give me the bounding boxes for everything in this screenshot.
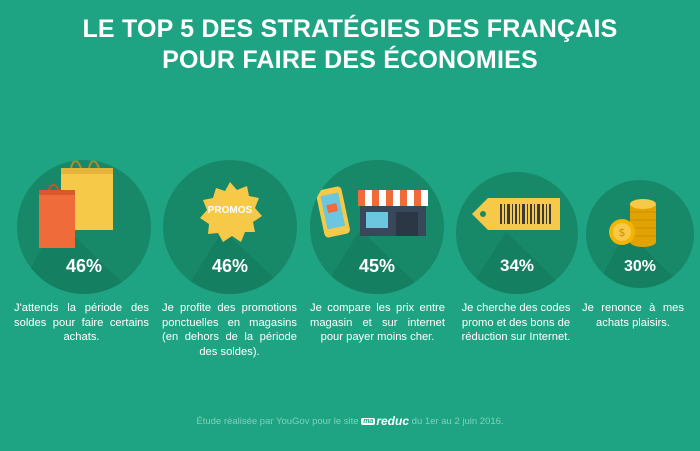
barcode-tag-icon [466, 198, 578, 294]
title-line-1: LE TOP 5 DES STRATÉGIES DES FRANÇAIS [82, 15, 618, 43]
percent-2: 46% [211, 256, 249, 276]
phone-and-store-icon [316, 186, 444, 294]
strategy-circle-2: PROMOS 46% [163, 160, 297, 294]
strategy-circle-5: $ 30% [586, 180, 694, 288]
strategy-text-3: Je compare les prix entre magasin et sur… [310, 302, 445, 343]
logo-reduc: reduc [376, 414, 410, 428]
strategy-circle-4: 34% [456, 172, 578, 294]
percent-5: 30% [623, 258, 657, 275]
shopping-bags-icon [17, 160, 151, 294]
percent-3: 45% [358, 256, 396, 276]
strategy-text-4: Je cherche des codes promo et des bons d… [461, 302, 571, 343]
footer-text-before: Étude réalisée par YouGov pour le site [196, 416, 359, 427]
strategy-text-5: Je renonce à mes achats plaisirs. [582, 302, 684, 329]
gold-coins-icon: $ [596, 199, 694, 288]
promo-badge-label: PROMOS [207, 205, 253, 216]
percent-4: 34% [499, 256, 535, 275]
footer-text-after: du 1er au 2 juin 2016. [411, 416, 504, 427]
strategy-text-2: Je profite des promotions ponctuelles en… [162, 302, 297, 358]
mareduc-logo: ma reduc [361, 414, 409, 428]
svg-text:$: $ [619, 226, 626, 239]
title-line-2: POUR FAIRE DES ÉCONOMIES [162, 46, 538, 74]
footer-source: Étude réalisée par YouGov pour le site m… [0, 414, 700, 428]
strategy-circle-3: 45% [310, 160, 444, 294]
page-title: LE TOP 5 DES STRATÉGIES DES FRANÇAIS POU… [0, 14, 700, 76]
percent-1: 46% [65, 256, 103, 276]
promo-badge-icon [183, 182, 297, 294]
strategy-text-1: J'attends la période des soldes pour fai… [14, 302, 149, 343]
logo-ma: ma [361, 418, 376, 425]
strategy-circle-1: 46% [17, 160, 151, 294]
